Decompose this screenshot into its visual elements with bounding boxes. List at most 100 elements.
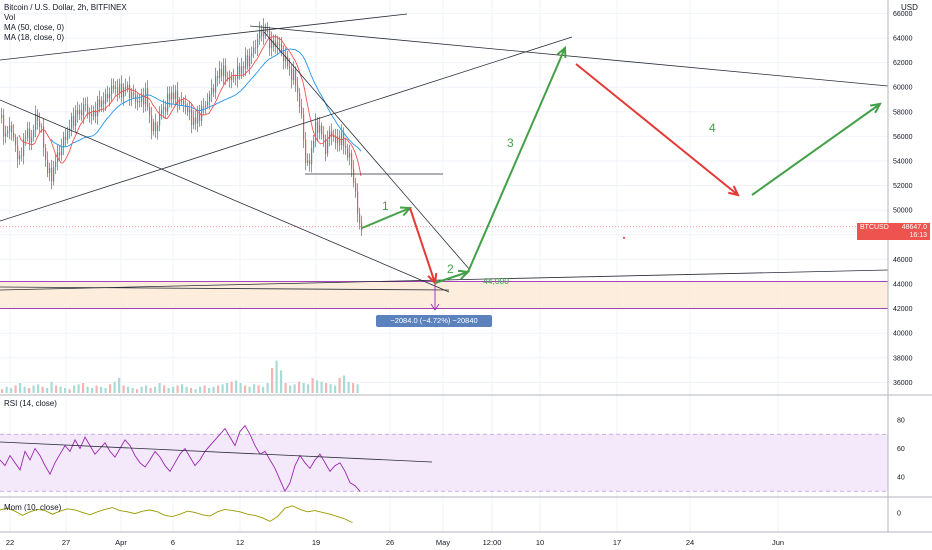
candle-body bbox=[271, 39, 273, 49]
support-zone bbox=[0, 281, 888, 310]
candle-body bbox=[215, 76, 217, 93]
candle-body bbox=[65, 136, 67, 141]
wave-2b-arrow bbox=[434, 271, 469, 284]
measurement-label: −2084.0 (−4.72%) −20840 bbox=[376, 315, 492, 327]
candle-body bbox=[291, 68, 293, 81]
volume-bar bbox=[14, 385, 17, 393]
candle-body bbox=[155, 122, 157, 132]
candle-body bbox=[319, 125, 321, 133]
candle-body bbox=[105, 93, 107, 104]
candle-body bbox=[201, 106, 203, 121]
volume-bar bbox=[19, 383, 22, 393]
candle-body bbox=[361, 223, 363, 232]
volume-bar bbox=[68, 389, 71, 393]
candle-body bbox=[239, 66, 241, 74]
y-tick-label: 60000 bbox=[893, 85, 913, 92]
volume-bar bbox=[59, 386, 62, 393]
candle-body bbox=[339, 136, 341, 146]
candle-body bbox=[39, 121, 41, 128]
trendline bbox=[263, 31, 471, 271]
volume-bar bbox=[86, 386, 89, 393]
trendline bbox=[0, 286, 450, 291]
volume-bar bbox=[181, 384, 184, 393]
mom-pane: 0 bbox=[0, 505, 901, 524]
candle-body bbox=[37, 113, 39, 122]
candle-body bbox=[95, 110, 97, 117]
volume-bar bbox=[194, 389, 197, 393]
volume-bar bbox=[109, 384, 112, 393]
y-tick-label: 42000 bbox=[893, 306, 913, 313]
x-tick-label: 24 bbox=[686, 538, 694, 547]
candle-body bbox=[21, 155, 23, 157]
candle-body bbox=[229, 78, 231, 80]
rsi-tick-label: 60 bbox=[897, 446, 905, 453]
y-tick-label: 46000 bbox=[893, 257, 913, 264]
volume-bar bbox=[167, 388, 170, 393]
last-price-tag: BTCUSD 48647.0 16:13 bbox=[857, 223, 930, 240]
candle-body bbox=[353, 168, 355, 183]
y-tick-label: 44000 bbox=[893, 282, 913, 289]
candle-body bbox=[263, 26, 265, 37]
rsi-trendline bbox=[0, 441, 433, 463]
volume-bar bbox=[190, 388, 193, 393]
candle-body bbox=[165, 107, 167, 112]
volume-bar bbox=[41, 386, 44, 393]
volume-bar bbox=[253, 384, 256, 393]
x-tick-label: Jun bbox=[772, 538, 784, 547]
candle-body bbox=[51, 167, 53, 182]
volume-bar bbox=[118, 378, 121, 393]
y-tick-label: 66000 bbox=[893, 11, 913, 18]
candle-body bbox=[79, 110, 81, 115]
candle-body bbox=[341, 132, 343, 146]
candle-body bbox=[151, 115, 153, 132]
volume-bar bbox=[221, 384, 224, 393]
candle-body bbox=[107, 93, 109, 99]
volume-bar bbox=[100, 386, 103, 393]
volume-bar bbox=[226, 383, 229, 393]
volume-bar bbox=[5, 386, 8, 393]
mom-legend: Mom (10, close) bbox=[4, 503, 62, 512]
rsi-tick-label: 80 bbox=[897, 418, 905, 425]
candle-body bbox=[333, 135, 335, 138]
ma50-legend: MA (50, close, 0) bbox=[4, 23, 65, 32]
volume-bar bbox=[77, 384, 80, 393]
candle-body bbox=[299, 92, 301, 107]
price-tag-countdown: 16:13 bbox=[909, 232, 927, 239]
candle-body bbox=[265, 26, 267, 32]
candle-body bbox=[175, 90, 177, 100]
volume-bar bbox=[10, 388, 13, 393]
wave-label-3: 3 bbox=[507, 136, 514, 150]
candle-body bbox=[15, 137, 17, 146]
candle-body bbox=[97, 99, 99, 117]
candle-body bbox=[251, 53, 253, 56]
measure-arrowhead bbox=[430, 303, 440, 311]
x-tick-label: May bbox=[436, 538, 450, 547]
candle-body bbox=[161, 109, 163, 115]
volume-bar bbox=[37, 384, 40, 393]
candle-body bbox=[145, 88, 147, 105]
candle-body bbox=[335, 135, 337, 143]
candle-body bbox=[281, 44, 283, 52]
trendlines[interactable]: 44,000 bbox=[0, 13, 889, 311]
candle-body bbox=[5, 133, 7, 137]
price-tag-value: 48647.0 bbox=[901, 224, 927, 231]
rsi-tick-label: 40 bbox=[897, 475, 905, 482]
wave-arrows[interactable]: 1 2 3 4 bbox=[361, 45, 882, 286]
candle-body bbox=[71, 116, 73, 129]
candle-body bbox=[141, 95, 143, 102]
candle-body bbox=[179, 101, 181, 104]
candle-body bbox=[17, 145, 19, 160]
candle-body bbox=[349, 153, 351, 158]
volume-bar bbox=[284, 383, 287, 393]
volume-bar bbox=[203, 385, 206, 393]
volume-bar bbox=[154, 386, 157, 393]
last-price-dot bbox=[623, 236, 625, 239]
candle-body bbox=[131, 92, 133, 98]
candle-body bbox=[73, 116, 75, 126]
volume-bar bbox=[289, 385, 292, 393]
candle-body bbox=[117, 87, 119, 93]
candle-body bbox=[275, 42, 277, 47]
candle-body bbox=[305, 139, 307, 163]
